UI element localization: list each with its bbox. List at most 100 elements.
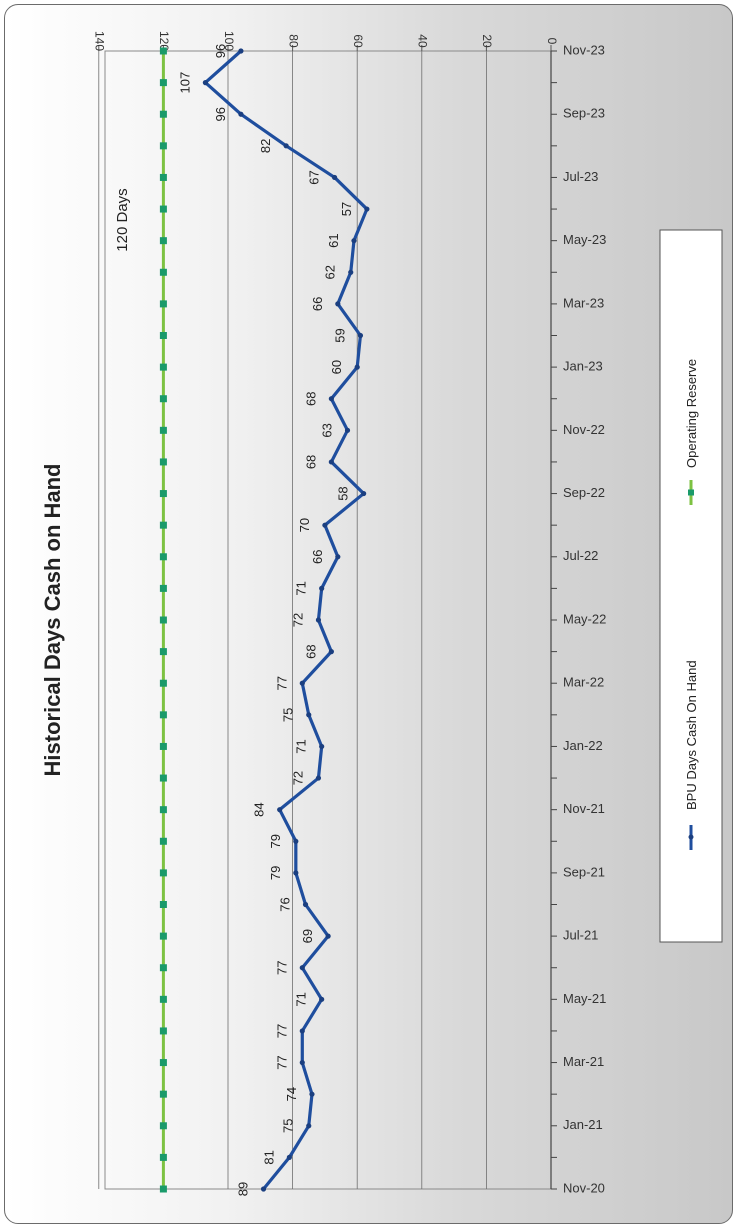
operating-reserve-point — [159, 332, 167, 339]
bpu-point — [299, 1059, 305, 1066]
operating-reserve-point — [159, 553, 167, 561]
operating-reserve-point — [159, 79, 167, 87]
bpu-data-label: 68 — [303, 455, 318, 469]
bpu-data-label: 74 — [284, 1087, 299, 1101]
bpu-data-label: 57 — [339, 202, 354, 216]
operating-reserve-point — [159, 173, 167, 181]
operating-reserve-point — [159, 837, 167, 845]
value-tick-label: 0 — [545, 38, 559, 45]
bpu-data-label: 58 — [336, 486, 351, 500]
bpu-data-label: 59 — [332, 328, 347, 342]
bpu-data-label: 62 — [323, 265, 338, 279]
operating-reserve-point — [159, 426, 167, 434]
category-tick-label: Jul-21 — [563, 928, 598, 943]
bpu-data-label: 69 — [300, 929, 315, 943]
bpu-data-label: 76 — [278, 897, 293, 911]
value-tick-label: 120 — [157, 31, 171, 51]
bpu-point — [319, 996, 325, 1002]
bpu-point — [260, 1186, 267, 1192]
category-tick-label: Jul-22 — [563, 548, 598, 563]
bpu-point — [348, 269, 354, 275]
operating-reserve-point — [159, 1027, 167, 1035]
bpu-point — [319, 585, 325, 591]
operating-reserve-point — [159, 711, 167, 719]
bpu-data-label: 84 — [252, 802, 267, 816]
operating-reserve-point — [159, 616, 167, 624]
operating-reserve-point — [159, 584, 167, 592]
category-tick-label: Sep-22 — [563, 485, 605, 500]
bpu-point — [322, 522, 328, 528]
bpu-data-label: 77 — [274, 1024, 289, 1038]
operating-reserve-point — [159, 395, 167, 403]
bpu-point — [306, 1123, 312, 1129]
category-tick-label: Sep-23 — [563, 106, 605, 121]
bpu-point — [202, 80, 208, 86]
operating-reserve-point — [159, 47, 167, 55]
category-tick-label: May-22 — [563, 611, 606, 626]
bpu-data-label: 60 — [329, 360, 344, 374]
bpu-data-label: 67 — [307, 170, 322, 184]
category-tick-label: Mar-22 — [563, 675, 604, 690]
bpu-point — [238, 48, 244, 54]
bpu-data-label: 82 — [258, 139, 273, 153]
bpu-data-label: 77 — [274, 960, 289, 974]
bpu-point — [354, 364, 360, 370]
category-tick-label: Jan-23 — [563, 359, 603, 374]
operating-reserve-point — [159, 458, 167, 466]
operating-reserve-point — [159, 901, 167, 908]
legend-label-bpu: BPU Days Cash On Hand — [684, 660, 699, 810]
bpu-data-label: 61 — [326, 233, 341, 247]
category-tick-label: Nov-23 — [563, 42, 605, 57]
category-tick-label: May-23 — [563, 232, 606, 247]
bpu-point — [328, 396, 334, 402]
days-cash-chart: 0 20 40 60 80 100 120 140 Nov-20 Jan-21 Mar-21 May-… — [40, 31, 723, 1196]
bpu-data-label: 72 — [290, 771, 305, 785]
bpu-point — [319, 743, 325, 750]
category-tick-label: Jan-22 — [563, 738, 603, 753]
bpu-data-label: 81 — [261, 1150, 276, 1164]
bpu-point — [344, 427, 351, 433]
bpu-point — [335, 301, 341, 307]
bpu-point — [328, 459, 334, 465]
value-tick-label: 20 — [480, 34, 494, 48]
value-tick-label: 60 — [351, 34, 365, 48]
bpu-data-label: 107 — [177, 72, 192, 94]
bpu-data-label: 70 — [297, 518, 312, 532]
bpu-data-label: 71 — [294, 581, 309, 595]
category-tick-label: Jan-21 — [563, 1117, 603, 1132]
bpu-data-label: 63 — [320, 423, 335, 437]
legend-marker-bpu — [688, 834, 694, 840]
annotation-120-days: 120 Days — [114, 188, 131, 251]
operating-reserve-point — [159, 363, 167, 371]
operating-reserve-point — [159, 1122, 167, 1130]
chart-frame: 0 20 40 60 80 100 120 140 Nov-20 Jan-21 Mar-21 May-… — [4, 4, 733, 1224]
bpu-data-label: 71 — [294, 992, 309, 1006]
category-tick-label: Mar-21 — [563, 1054, 604, 1069]
value-tick-label: 40 — [416, 34, 430, 48]
bpu-point — [315, 617, 322, 623]
category-tick-label: Mar-23 — [563, 295, 604, 310]
bpu-data-label: 71 — [294, 739, 309, 753]
operating-reserve-point — [159, 995, 167, 1003]
operating-reserve-point — [159, 679, 167, 687]
operating-reserve-point — [159, 205, 167, 213]
bpu-point — [302, 901, 309, 908]
operating-reserve-point — [159, 1153, 167, 1161]
category-tick-label: Nov-22 — [563, 422, 605, 437]
operating-reserve-point — [159, 300, 167, 308]
category-tick-label: Jul-23 — [563, 169, 598, 184]
bpu-data-label: 79 — [268, 834, 283, 848]
category-tick-label: Nov-21 — [563, 801, 605, 816]
category-tick-label: May-21 — [563, 991, 606, 1006]
bpu-data-label: 72 — [290, 613, 305, 627]
bpu-point — [283, 143, 289, 149]
value-tick-label: 80 — [286, 34, 300, 48]
bpu-point — [238, 111, 244, 117]
bpu-point — [331, 174, 338, 181]
bpu-point — [306, 712, 312, 718]
category-tick-label: Nov-20 — [563, 1180, 605, 1195]
operating-reserve-point — [159, 268, 167, 276]
bpu-point — [364, 206, 370, 212]
bpu-data-label: 75 — [281, 1119, 296, 1133]
operating-reserve-point — [159, 869, 167, 877]
